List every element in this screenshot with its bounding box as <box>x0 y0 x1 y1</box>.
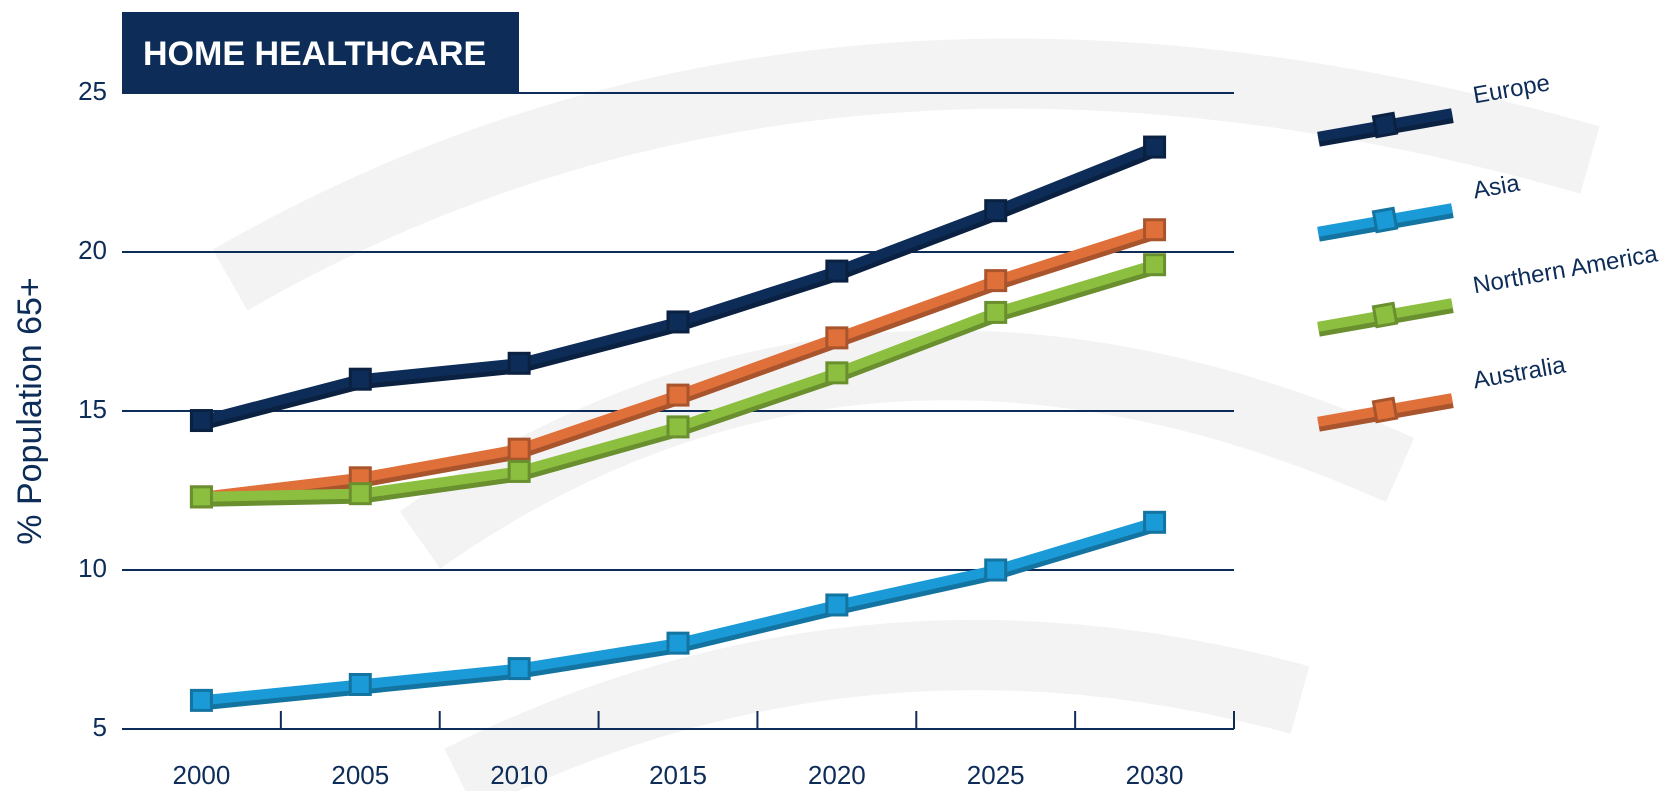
x-tick-label: 2010 <box>490 760 548 790</box>
marker <box>668 417 688 437</box>
x-tick-label: 2025 <box>967 760 1025 790</box>
marker <box>668 385 688 405</box>
marker <box>350 674 370 694</box>
legend-marker <box>1373 303 1396 326</box>
marker <box>1145 255 1165 275</box>
marker <box>827 595 847 615</box>
legend-label: Australia <box>1471 351 1568 394</box>
legend-item: Asia <box>1313 170 1524 242</box>
arc <box>420 365 1400 540</box>
x-tick-label: 2030 <box>1126 760 1184 790</box>
legend-label: Northern America <box>1471 240 1660 299</box>
y-axis-label: % Population 65+ <box>11 277 49 544</box>
y-tick-label: 15 <box>78 394 107 424</box>
marker <box>827 328 847 348</box>
marker <box>191 411 211 431</box>
marker <box>986 271 1006 291</box>
legend-item: Northern America <box>1313 240 1661 336</box>
legend-marker <box>1373 113 1396 136</box>
marker <box>827 261 847 281</box>
marker <box>986 560 1006 580</box>
legend-marker <box>1373 398 1396 421</box>
marker <box>509 439 529 459</box>
marker <box>191 487 211 507</box>
marker <box>986 302 1006 322</box>
marker <box>509 353 529 373</box>
x-tick-label: 2000 <box>173 760 231 790</box>
marker <box>1145 220 1165 240</box>
marker <box>191 690 211 710</box>
legend-item: Australia <box>1313 351 1570 431</box>
marker <box>509 659 529 679</box>
x-tick-label: 2015 <box>649 760 707 790</box>
y-tick-label: 25 <box>78 76 107 106</box>
marker <box>827 363 847 383</box>
marker <box>1145 137 1165 157</box>
y-tick-label: 10 <box>78 553 107 583</box>
legend-label: Asia <box>1471 170 1522 205</box>
marker <box>668 633 688 653</box>
marker <box>986 201 1006 221</box>
marker <box>1145 512 1165 532</box>
legend-marker <box>1373 208 1396 231</box>
y-tick-label: 20 <box>78 235 107 265</box>
marker <box>350 484 370 504</box>
x-tick-label: 2020 <box>808 760 866 790</box>
chart: HOME HEALTHCARE % Population 65+ 5 10 15 20… <box>0 0 1669 791</box>
x-tick-label: 2005 <box>331 760 389 790</box>
chart-title: HOME HEALTHCARE <box>143 35 486 73</box>
marker <box>509 461 529 481</box>
marker <box>350 369 370 389</box>
marker <box>668 312 688 332</box>
y-tick-label: 5 <box>93 712 107 742</box>
